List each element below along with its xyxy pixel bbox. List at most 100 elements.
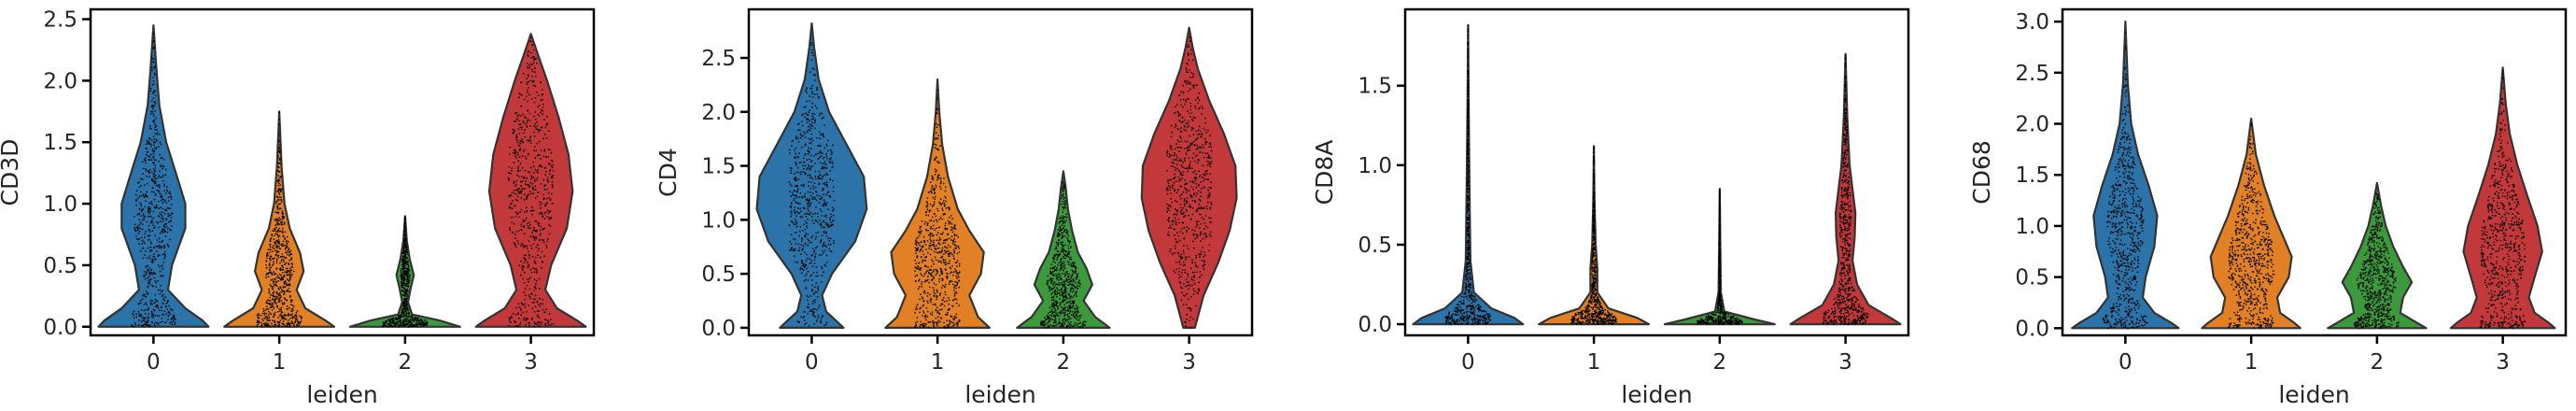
data-point bbox=[274, 228, 276, 231]
data-point bbox=[526, 245, 528, 248]
data-point bbox=[800, 244, 803, 247]
data-point bbox=[933, 321, 935, 324]
data-point bbox=[1052, 295, 1055, 298]
data-point bbox=[1069, 310, 1072, 312]
data-point bbox=[149, 215, 152, 218]
data-point bbox=[274, 302, 277, 304]
data-point bbox=[519, 92, 521, 95]
data-point bbox=[826, 225, 829, 228]
data-point bbox=[1058, 239, 1060, 241]
data-point bbox=[154, 259, 157, 261]
data-point bbox=[792, 237, 795, 240]
data-point bbox=[930, 301, 933, 304]
data-point bbox=[404, 217, 406, 220]
data-point bbox=[1068, 273, 1071, 276]
data-point bbox=[817, 314, 820, 317]
data-point bbox=[1044, 323, 1047, 326]
data-point bbox=[1069, 247, 1072, 248]
data-point bbox=[1067, 308, 1069, 311]
data-point bbox=[1171, 187, 1174, 190]
data-point bbox=[286, 305, 289, 307]
data-point bbox=[274, 249, 276, 252]
data-point bbox=[795, 261, 796, 263]
data-point bbox=[958, 264, 961, 267]
data-point bbox=[1170, 124, 1173, 127]
data-point bbox=[1053, 300, 1056, 303]
data-point bbox=[161, 241, 163, 243]
data-point bbox=[265, 322, 268, 324]
data-point bbox=[813, 155, 815, 158]
data-point bbox=[150, 220, 153, 222]
y-tick-label: 0.5 bbox=[43, 254, 77, 278]
data-point bbox=[934, 143, 936, 146]
data-point bbox=[919, 311, 921, 314]
data-point bbox=[520, 176, 523, 178]
data-point bbox=[520, 208, 523, 211]
data-point bbox=[933, 289, 936, 291]
data-point bbox=[163, 299, 165, 302]
data-point bbox=[811, 84, 813, 87]
data-point bbox=[923, 280, 926, 283]
data-point bbox=[817, 231, 820, 234]
data-point bbox=[163, 185, 165, 187]
data-point bbox=[514, 185, 516, 187]
data-point bbox=[146, 304, 148, 306]
data-point bbox=[406, 278, 409, 281]
data-point bbox=[944, 283, 947, 286]
data-point bbox=[145, 249, 147, 252]
data-point bbox=[820, 281, 823, 283]
data-point bbox=[954, 241, 956, 243]
data-point bbox=[800, 216, 803, 219]
data-point bbox=[1051, 319, 1054, 321]
data-point bbox=[808, 324, 810, 327]
data-point bbox=[274, 241, 275, 244]
data-point bbox=[270, 266, 273, 269]
data-point bbox=[543, 319, 546, 320]
data-point bbox=[941, 247, 944, 249]
data-point bbox=[954, 284, 956, 287]
data-point bbox=[1063, 290, 1065, 291]
data-point bbox=[528, 278, 530, 280]
data-point bbox=[146, 195, 148, 197]
data-point bbox=[404, 258, 407, 261]
data-point bbox=[806, 159, 809, 162]
data-point bbox=[299, 321, 302, 324]
data-point bbox=[825, 223, 827, 226]
data-point bbox=[1049, 306, 1051, 309]
data-point bbox=[950, 280, 953, 283]
data-point bbox=[797, 141, 800, 143]
data-point bbox=[406, 323, 409, 325]
data-point bbox=[162, 207, 164, 210]
data-point bbox=[520, 225, 523, 228]
data-point bbox=[546, 179, 549, 181]
data-point bbox=[815, 206, 817, 208]
data-point bbox=[280, 245, 283, 247]
data-point bbox=[409, 274, 411, 276]
data-point bbox=[154, 102, 157, 105]
data-point bbox=[807, 218, 809, 220]
data-point bbox=[802, 135, 805, 137]
data-point bbox=[942, 296, 945, 299]
data-point bbox=[409, 319, 412, 321]
data-point bbox=[950, 229, 952, 232]
data-point bbox=[540, 99, 542, 102]
data-point bbox=[262, 310, 265, 313]
data-point bbox=[166, 308, 169, 311]
data-point bbox=[513, 162, 515, 164]
data-point bbox=[405, 311, 408, 313]
data-point bbox=[295, 314, 298, 317]
data-point bbox=[277, 191, 279, 192]
data-point bbox=[510, 216, 513, 219]
data-point bbox=[1066, 261, 1069, 262]
data-point bbox=[152, 47, 155, 50]
data-point bbox=[811, 102, 813, 105]
data-point bbox=[792, 139, 794, 142]
data-point bbox=[410, 325, 413, 328]
data-point bbox=[914, 321, 917, 324]
data-point bbox=[143, 254, 146, 256]
data-point bbox=[811, 198, 814, 201]
data-point bbox=[271, 234, 273, 235]
data-point bbox=[150, 310, 153, 313]
data-point bbox=[384, 321, 387, 323]
data-point bbox=[282, 266, 284, 269]
